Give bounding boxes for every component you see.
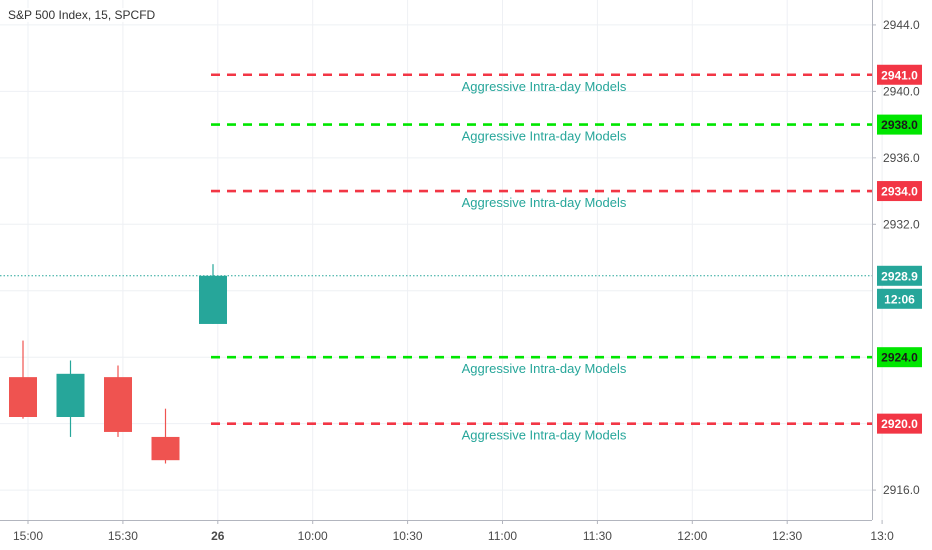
candle-body[interactable] <box>56 373 85 417</box>
model-level-label: Aggressive Intra-day Models <box>462 428 627 443</box>
model-level-price-tag-text: 2934.0 <box>881 185 918 199</box>
model-level-price-tag <box>877 181 922 202</box>
time-tick-label: 15:00 <box>13 529 43 543</box>
price-tick-label: 2916.0 <box>883 483 920 497</box>
model-level-price-tag <box>877 413 922 434</box>
model-level-price-tag <box>877 114 922 135</box>
model-level-price-tag-text: 2924.0 <box>881 351 918 365</box>
price-tick-label: 2940.0 <box>883 84 920 98</box>
candle-body[interactable] <box>9 377 37 417</box>
candle-body[interactable] <box>199 275 227 324</box>
model-level-label: Aggressive Intra-day Models <box>462 195 627 210</box>
model-level-label: Aggressive Intra-day Models <box>462 361 627 376</box>
model-level-price-tag <box>877 64 922 85</box>
time-tick-label: 26 <box>211 529 225 543</box>
last-price-tag <box>877 265 922 286</box>
time-tick-label: 11:00 <box>488 529 517 543</box>
countdown-tag-text: 12:06 <box>884 292 915 306</box>
model-level-label: Aggressive Intra-day Models <box>462 79 627 94</box>
model-level-price-tag-text: 2938.0 <box>881 118 918 132</box>
last-price-tag-text: 2928.9 <box>881 269 918 283</box>
countdown-tag <box>877 288 922 309</box>
model-level-price-tag-text: 2941.0 <box>881 68 918 82</box>
model-level-label: Aggressive Intra-day Models <box>462 129 627 144</box>
time-tick-label: 15:30 <box>108 529 138 543</box>
time-tick-label: 10:00 <box>298 529 328 543</box>
model-level-price-tag-text: 2920.0 <box>881 417 918 431</box>
time-tick-label: 10:30 <box>393 529 423 543</box>
price-tick-label: 2936.0 <box>883 151 920 165</box>
time-tick-label: 12:30 <box>772 529 802 543</box>
time-tick-label: 11:30 <box>583 529 612 543</box>
chart-title: S&P 500 Index, 15, SPCFD <box>8 8 156 22</box>
candle-body[interactable] <box>104 377 132 432</box>
price-tick-label: 2932.0 <box>883 217 920 231</box>
candle-body[interactable] <box>151 436 180 461</box>
model-level-price-tag <box>877 347 922 368</box>
time-tick-label: 13:0 <box>870 529 894 543</box>
time-tick-label: 12:00 <box>677 529 707 543</box>
price-tick-label: 2944.0 <box>883 18 920 32</box>
